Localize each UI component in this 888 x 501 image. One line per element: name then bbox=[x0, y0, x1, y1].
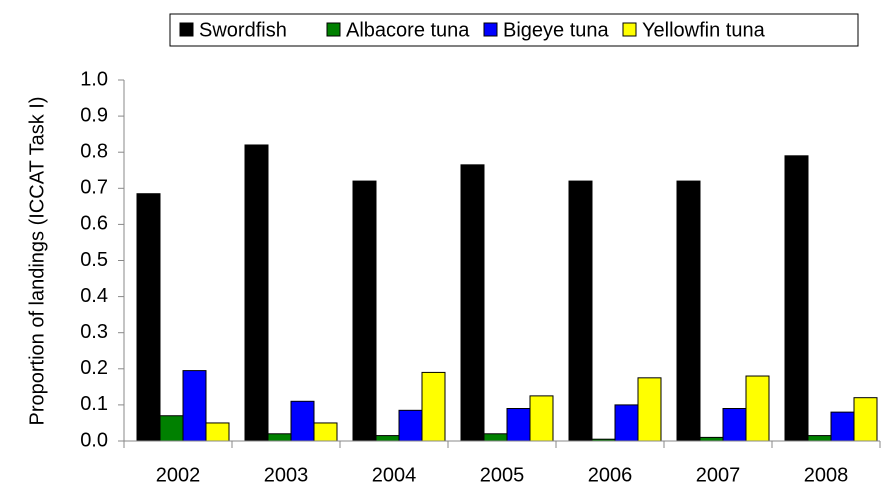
legend-label: Swordfish bbox=[199, 19, 287, 41]
legend-label: Yellowfin tuna bbox=[642, 19, 766, 41]
bar bbox=[853, 397, 878, 442]
legend-label: Albacore tuna bbox=[346, 19, 470, 41]
y-tick-label: 0.5 bbox=[80, 249, 108, 271]
bar bbox=[784, 155, 809, 442]
bar bbox=[205, 422, 230, 442]
bar bbox=[830, 411, 855, 442]
x-tick-label: 2003 bbox=[264, 464, 309, 486]
bar bbox=[614, 404, 639, 442]
y-tick-label: 0.7 bbox=[80, 177, 108, 199]
bar bbox=[398, 409, 423, 442]
x-tick-label: 2006 bbox=[588, 464, 633, 486]
x-tick-label: 2004 bbox=[372, 464, 417, 486]
x-tick-label: 2005 bbox=[480, 464, 525, 486]
bar bbox=[483, 433, 508, 442]
y-tick-label: 1.0 bbox=[80, 68, 108, 90]
bar bbox=[460, 164, 485, 442]
legend-swatch bbox=[483, 22, 498, 37]
y-tick-label: 0.9 bbox=[80, 104, 108, 126]
bar bbox=[244, 144, 269, 442]
y-tick-label: 0.1 bbox=[80, 393, 108, 415]
y-axis-label: Proportion of landings (ICCAT Task I) bbox=[26, 96, 48, 425]
legend-box bbox=[169, 13, 859, 47]
bar bbox=[352, 180, 377, 442]
bar bbox=[506, 408, 531, 442]
bar bbox=[745, 375, 770, 442]
bar bbox=[699, 436, 724, 442]
bar bbox=[568, 180, 593, 442]
legend-label: Bigeye tuna bbox=[503, 19, 610, 41]
bar bbox=[267, 433, 292, 442]
bar bbox=[637, 377, 662, 442]
bar bbox=[807, 435, 832, 442]
bar bbox=[159, 415, 184, 442]
bar bbox=[136, 193, 161, 442]
y-tick-label: 0.0 bbox=[80, 429, 108, 451]
legend-swatch bbox=[326, 22, 341, 37]
y-tick-label: 0.2 bbox=[80, 357, 108, 379]
bar bbox=[529, 395, 554, 442]
bar bbox=[421, 371, 446, 442]
legend-swatch bbox=[622, 22, 637, 37]
x-tick-label: 2002 bbox=[156, 464, 201, 486]
y-tick-label: 0.3 bbox=[80, 321, 108, 343]
bar bbox=[722, 408, 747, 442]
bar bbox=[290, 400, 315, 442]
legend-swatch bbox=[179, 22, 194, 37]
y-tick-label: 0.8 bbox=[80, 140, 108, 162]
bar bbox=[182, 370, 207, 442]
bar bbox=[313, 422, 338, 442]
x-tick-label: 2007 bbox=[696, 464, 741, 486]
y-tick-label: 0.4 bbox=[80, 285, 108, 307]
x-tick-label: 2008 bbox=[804, 464, 849, 486]
bar bbox=[375, 435, 400, 442]
bar bbox=[676, 180, 701, 442]
y-tick-label: 0.6 bbox=[80, 213, 108, 235]
